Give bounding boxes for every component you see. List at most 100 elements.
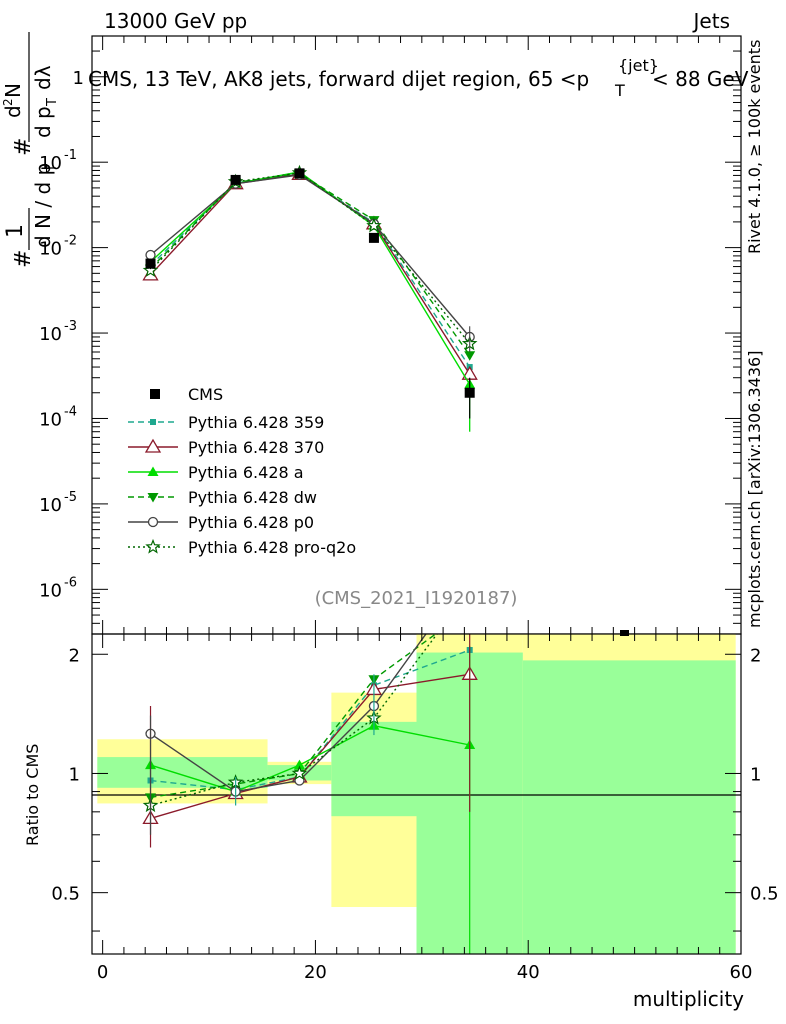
legend-entry-pdw: Pythia 6.428 dw bbox=[128, 488, 317, 507]
ratio-y-ticklabel-right: 1 bbox=[750, 764, 761, 785]
main-y-ticklabel-exp: -5 bbox=[64, 490, 77, 505]
x-ticklabel: 40 bbox=[517, 962, 540, 983]
title-tail: < 88 GeV bbox=[652, 67, 749, 91]
main-y-ticklabel-exp: -3 bbox=[64, 319, 77, 334]
main-y-ticklabel: 10 -2 bbox=[39, 234, 77, 260]
main-y-ticklabel-exp: -2 bbox=[64, 234, 77, 249]
main-y-ticklabel-base: 10 bbox=[39, 239, 62, 260]
ylabel-one: 1 bbox=[3, 224, 28, 238]
main-y-ticklabel: 10 -1 bbox=[39, 148, 77, 174]
band-green bbox=[522, 660, 736, 954]
header-left: 13000 GeV pp bbox=[104, 9, 247, 33]
svg-text:T: T bbox=[45, 98, 60, 107]
main-panel: 110-110-210-310-410-510-6 (CMS_2021_I192… bbox=[39, 35, 742, 635]
main-y-ticklabel-base: 10 bbox=[39, 409, 62, 430]
svg-text:2: 2 bbox=[1, 98, 15, 106]
ratio-series-clipped bbox=[142, 634, 478, 954]
main-x-ticks bbox=[102, 36, 742, 634]
ratio-panel: 0.5 0.5 1 1 2 2 0 20 40 60 Ratio to CMS bbox=[23, 633, 779, 983]
main-y-ticklabel-text: 1 bbox=[73, 68, 84, 89]
ratio-y-ticks: 0.5 0.5 1 1 2 2 bbox=[51, 645, 779, 932]
main-y-ticks: 110-110-210-310-410-510-6 bbox=[39, 35, 741, 635]
legend-marker bbox=[150, 419, 156, 425]
watermark: (CMS_2021_I1920187) bbox=[315, 588, 518, 609]
legend-entry-pa: Pythia 6.428 a bbox=[128, 463, 304, 482]
main-y-ticklabel-base: 10 bbox=[39, 324, 62, 345]
svg-text:dλ: dλ bbox=[31, 65, 55, 90]
legend-label: Pythia 6.428 pro-q2o bbox=[188, 538, 356, 557]
main-y-ticklabel: 1 bbox=[73, 68, 84, 89]
point-pq2o bbox=[366, 217, 382, 233]
band-green bbox=[331, 721, 417, 817]
x-ticklabel: 0 bbox=[97, 962, 108, 983]
svg-text:d p: d p bbox=[31, 106, 55, 138]
series-line-p370 bbox=[149, 173, 471, 375]
legend-marker bbox=[145, 538, 161, 554]
mcplots-label: mcplots.cern.ch [arXiv:1306.3436] bbox=[745, 351, 764, 628]
legend-label: Pythia 6.428 p0 bbox=[188, 513, 314, 532]
rivet-label: Rivet 4.1.0, ≥ 100k events bbox=[745, 40, 764, 254]
title-sub: T bbox=[614, 81, 625, 100]
main-ylabel: # 1 d N / d p T # d 2 N d p T dλ bbox=[1, 32, 60, 268]
ratio-y-ticklabel-right: 2 bbox=[750, 645, 761, 666]
svg-text:N: N bbox=[1, 83, 25, 98]
chart-title: CMS, 13 TeV, AK8 jets, forward dijet reg… bbox=[88, 56, 749, 100]
legend-entry-cms: CMS bbox=[150, 385, 223, 404]
series-line-pa bbox=[150, 171, 471, 385]
main-series bbox=[142, 164, 478, 432]
legend-label-cms: CMS bbox=[188, 385, 223, 404]
cms-point bbox=[464, 387, 475, 398]
cms-point bbox=[368, 232, 379, 243]
svg-text:T: T bbox=[45, 164, 60, 173]
ylabel-dn: d N / d p bbox=[31, 163, 55, 248]
legend-entry-p370: Pythia 6.428 370 bbox=[128, 438, 324, 457]
ratio-point-pq2o bbox=[291, 765, 308, 781]
ratio-series bbox=[142, 634, 478, 954]
legend-marker bbox=[144, 438, 162, 453]
main-y-ticklabel-base: 10 bbox=[39, 580, 62, 601]
ratio-y-ticklabel-left: 1 bbox=[69, 764, 80, 785]
svg-text:#: # bbox=[11, 138, 36, 156]
main-y-ticklabel: 10 -5 bbox=[39, 490, 77, 516]
x-ticklabel: 20 bbox=[304, 962, 327, 983]
series-line-pq2o bbox=[149, 172, 471, 345]
ratio-y-ticklabel-right: 0.5 bbox=[750, 884, 779, 905]
ratio-x-ticks: 0 20 40 60 bbox=[97, 634, 752, 983]
legend-label: Pythia 6.428 359 bbox=[188, 413, 324, 432]
series-line-pp0 bbox=[150, 174, 471, 338]
legend-entry-p359: Pythia 6.428 359 bbox=[128, 413, 324, 432]
legend-entries: Pythia 6.428 359 Pythia 6.428 370 Pythia 6… bbox=[128, 413, 356, 557]
overflow-marker bbox=[620, 630, 629, 636]
legend-label: Pythia 6.428 dw bbox=[188, 488, 317, 507]
main-y-ticklabel-base: 10 bbox=[39, 495, 62, 516]
legend-entry-pp0: Pythia 6.428 p0 bbox=[128, 513, 314, 532]
ratio-frame bbox=[91, 633, 742, 955]
main-y-ticklabel: 10 -3 bbox=[39, 319, 77, 345]
legend-label: Pythia 6.428 a bbox=[188, 463, 304, 482]
cms-point bbox=[230, 174, 241, 185]
main-y-ticklabel-exp: -6 bbox=[64, 575, 77, 590]
main-y-ticklabel: 10 -4 bbox=[39, 404, 77, 430]
point-pdw bbox=[464, 351, 476, 361]
legend-marker bbox=[147, 493, 159, 503]
svg-text:d: d bbox=[1, 105, 25, 118]
ylabel-hash: # bbox=[11, 250, 36, 268]
title-sup: {jet} bbox=[618, 56, 659, 75]
series-line-pdw bbox=[150, 172, 471, 356]
cms-point bbox=[145, 258, 156, 269]
ratio-ylabel: Ratio to CMS bbox=[23, 744, 42, 846]
legend-marker bbox=[147, 516, 159, 528]
main-y-ticklabel-exp: -4 bbox=[64, 404, 77, 419]
main-y-ticklabel: 10 -6 bbox=[39, 575, 77, 601]
header-right: Jets bbox=[692, 9, 730, 33]
legend-marker bbox=[147, 466, 159, 476]
title-text: CMS, 13 TeV, AK8 jets, forward dijet reg… bbox=[88, 67, 589, 91]
main-y-ticklabel-exp: -1 bbox=[64, 148, 77, 163]
series-line-p359 bbox=[150, 173, 471, 368]
legend-label: Pythia 6.428 370 bbox=[188, 438, 324, 457]
x-axis-label: multiplicity bbox=[633, 987, 744, 1011]
main-y-ticklabel-base: 10 bbox=[39, 153, 62, 174]
point-pp0 bbox=[145, 249, 156, 261]
